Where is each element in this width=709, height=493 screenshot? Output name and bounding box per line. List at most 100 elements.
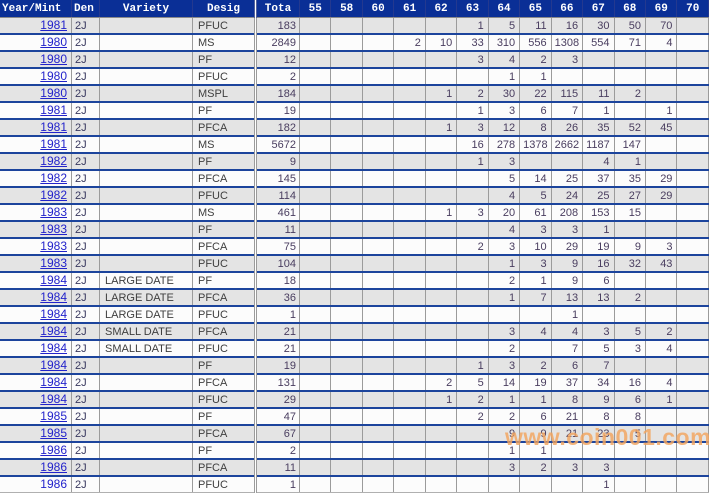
year-link[interactable]: 1985	[40, 409, 67, 423]
grade-cell-63: 16	[456, 136, 489, 154]
variety-cell	[99, 425, 193, 443]
grade-cell-65: 3	[519, 255, 552, 273]
desig-cell: PFUC	[192, 476, 256, 493]
column-header-68: 68	[614, 0, 646, 18]
grade-cell-67: 30	[582, 17, 615, 35]
grade-cell-67: 1	[582, 476, 615, 493]
grade-cell-58	[330, 272, 363, 290]
table-row: 1983 2J PFUC 104 1 3 9 16 32 43	[0, 255, 709, 273]
year-cell: 1981	[0, 102, 72, 120]
grade-cell-65: 22	[519, 85, 552, 103]
year-link[interactable]: 1980	[40, 69, 67, 83]
grade-cell-62	[425, 272, 458, 290]
grade-cell-64: 5	[488, 170, 521, 188]
year-link[interactable]: 1980	[40, 35, 67, 49]
grade-cell-69	[645, 51, 678, 69]
grade-cell-65: 6	[519, 408, 552, 426]
year-link[interactable]: 1983	[40, 256, 67, 270]
year-link[interactable]: 1982	[40, 171, 67, 185]
grade-cell-63	[456, 459, 489, 477]
year-cell: 1986	[0, 442, 72, 460]
total-cell: 184	[254, 85, 300, 103]
grade-cell-69: 1	[645, 391, 678, 409]
grade-cell-62	[425, 408, 458, 426]
year-link[interactable]: 1980	[40, 86, 67, 100]
grade-cell-66	[551, 442, 584, 460]
year-link[interactable]: 1984	[40, 375, 67, 389]
grade-cell-60	[362, 255, 395, 273]
year-link[interactable]: 1984	[40, 341, 67, 355]
grade-cell-55	[299, 374, 332, 392]
grade-cell-61	[393, 102, 426, 120]
grade-cell-62	[425, 102, 458, 120]
grade-cell-65: 4	[519, 323, 552, 341]
grade-cell-63	[456, 68, 489, 86]
year-link[interactable]: 1984	[40, 358, 67, 372]
grade-cell-63: 2	[456, 238, 489, 256]
grade-cell-63	[456, 221, 489, 239]
year-link[interactable]: 1981	[40, 18, 67, 32]
year-cell: 1984	[0, 374, 72, 392]
year-link[interactable]: 1981	[40, 120, 67, 134]
grade-cell-55	[299, 255, 332, 273]
grade-cell-64: 2	[488, 408, 521, 426]
total-cell: 1	[254, 306, 300, 324]
grade-cell-55	[299, 221, 332, 239]
year-link[interactable]: 1985	[40, 426, 67, 440]
year-link[interactable]: 1984	[40, 307, 67, 321]
desig-cell: MS	[192, 136, 256, 154]
grade-cell-68: 35	[614, 170, 646, 188]
year-link[interactable]: 1982	[40, 154, 67, 168]
grade-cell-68	[614, 459, 646, 477]
grade-cell-58	[330, 425, 363, 443]
desig-cell: PF	[192, 153, 256, 171]
table-row: 1986 2J PFCA 11 3 2 3 3	[0, 459, 709, 477]
grade-cell-61	[393, 289, 426, 307]
grade-cell-61	[393, 272, 426, 290]
grade-cell-64: 20	[488, 204, 521, 222]
grade-cell-69: 29	[645, 187, 678, 205]
year-link[interactable]: 1986	[40, 460, 67, 474]
grade-cell-64: 4	[488, 221, 521, 239]
grade-cell-68	[614, 306, 646, 324]
grade-cell-69: 2	[645, 323, 678, 341]
grade-cell-68: 50	[614, 17, 646, 35]
year-link[interactable]: 1984	[40, 324, 67, 338]
variety-cell	[99, 119, 193, 137]
year-link[interactable]: 1983	[40, 205, 67, 219]
grade-cell-58	[330, 442, 363, 460]
variety-cell	[99, 374, 193, 392]
pop-table-body: 1981 2J PFUC 183 1 5 11 16 30 50 70 1980 2J MS 2849 2 10…	[0, 17, 709, 493]
year-link[interactable]: 1984	[40, 273, 67, 287]
grade-cell-61	[393, 340, 426, 358]
year-link[interactable]: 1986	[40, 443, 67, 457]
year-link[interactable]: 1983	[40, 222, 67, 236]
grade-cell-60	[362, 374, 395, 392]
year-link[interactable]: 1984	[40, 392, 67, 406]
table-row: 1984 2J LARGE DATE PF 18 2 1 9 6	[0, 272, 709, 290]
grade-cell-68	[614, 476, 646, 493]
year-link[interactable]: 1980	[40, 52, 67, 66]
grade-cell-66: 8	[551, 391, 584, 409]
grade-cell-65: 14	[519, 170, 552, 188]
grade-cell-55	[299, 153, 332, 171]
year-link[interactable]: 1983	[40, 239, 67, 253]
den-cell: 2J	[71, 442, 100, 460]
year-link[interactable]: 1984	[40, 290, 67, 304]
grade-cell-67: 13	[582, 289, 615, 307]
table-row: 1982 2J PF 9 1 3 4 1	[0, 153, 709, 171]
grade-cell-55	[299, 391, 332, 409]
grade-cell-61	[393, 153, 426, 171]
grade-cell-65: 1	[519, 272, 552, 290]
grade-cell-66: 21	[551, 425, 584, 443]
desig-cell: PFUC	[192, 391, 256, 409]
column-header-62: 62	[425, 0, 458, 18]
grade-cell-68: 52	[614, 119, 646, 137]
year-link[interactable]: 1981	[40, 103, 67, 117]
year-link[interactable]: 1982	[40, 188, 67, 202]
grade-cell-70	[676, 68, 709, 86]
desig-cell: PF	[192, 51, 256, 69]
grade-cell-55	[299, 51, 332, 69]
den-cell: 2J	[71, 323, 100, 341]
year-link[interactable]: 1981	[40, 137, 67, 151]
